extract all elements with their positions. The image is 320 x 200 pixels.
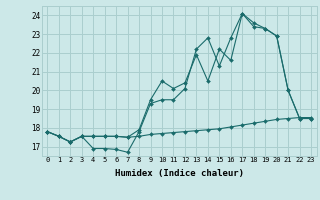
X-axis label: Humidex (Indice chaleur): Humidex (Indice chaleur) xyxy=(115,169,244,178)
